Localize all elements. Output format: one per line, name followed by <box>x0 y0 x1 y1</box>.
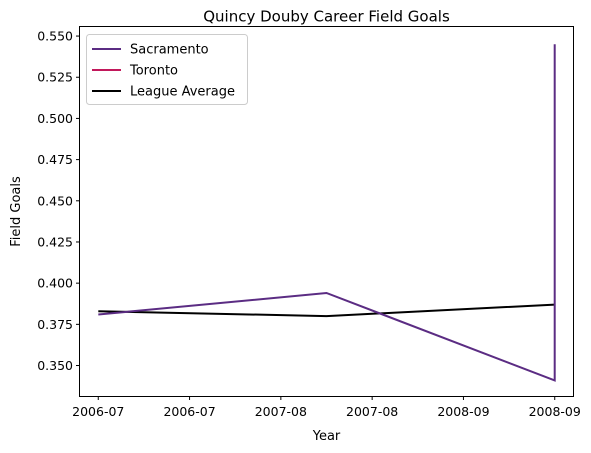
y-axis-label: Field Goals <box>9 176 24 247</box>
y-tick-label: 0.450 <box>37 193 73 208</box>
legend-label-sacramento: Sacramento <box>130 43 209 58</box>
legend: Sacramento Toronto League Average <box>87 35 248 105</box>
x-tick-label: 2007-08 <box>346 404 398 419</box>
chart-title: Quincy Douby Career Field Goals <box>203 8 450 26</box>
y-tick-label: 0.475 <box>37 152 73 167</box>
y-tick-label: 0.550 <box>37 29 73 44</box>
x-tick-label: 2008-09 <box>529 404 581 419</box>
y-tick-label: 0.425 <box>37 234 73 249</box>
x-tick-label: 2006-07 <box>72 404 124 419</box>
x-axis-label: Year <box>312 429 341 444</box>
y-axis: 0.350 0.375 0.400 0.425 0.450 0.475 0.500 0.525… <box>37 29 80 373</box>
x-axis: 2006-07 2006-07 2007-08 2007-08 2008-09 2008-… <box>72 396 581 419</box>
y-tick-label: 0.400 <box>37 276 73 291</box>
y-tick-label: 0.375 <box>37 317 73 332</box>
x-tick-label: 2006-07 <box>163 404 215 419</box>
legend-label-toronto: Toronto <box>129 64 178 79</box>
x-tick-label: 2008-09 <box>437 404 489 419</box>
legend-label-league-average: League Average <box>130 85 235 100</box>
series-line-league-average <box>98 305 554 317</box>
y-tick-label: 0.350 <box>37 358 73 373</box>
y-tick-label: 0.525 <box>37 70 73 85</box>
y-tick-label: 0.500 <box>37 111 73 126</box>
x-tick-label: 2007-08 <box>255 404 307 419</box>
